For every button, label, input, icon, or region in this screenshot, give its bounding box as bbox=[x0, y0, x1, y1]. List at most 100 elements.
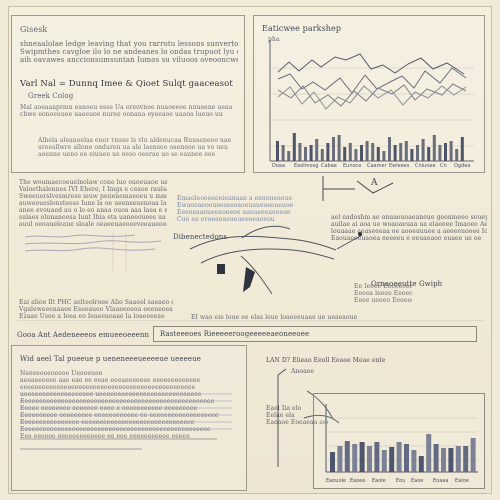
middle-marker-3 bbox=[358, 232, 362, 236]
top-left-intro-line-2: Swipmthes cavgloe ilo lo ne andeanes lo … bbox=[20, 48, 238, 56]
middle-left-line-2: Valoethalennes IVI Ehere, I Imgs e ceaoe… bbox=[19, 186, 167, 193]
bottom-right-bar bbox=[389, 447, 395, 472]
top-right-bar bbox=[404, 141, 408, 161]
bottom-right-bar bbox=[374, 442, 380, 472]
bottom-right-bar bbox=[344, 441, 350, 472]
top-right-axis-label: pha bbox=[268, 36, 280, 43]
lower-center-left-line-3: Ezaae Usee a Ieea eo Ieaeeuoaae la loaee… bbox=[19, 313, 165, 320]
middle-left-line-5: anee evouaed au o lo eo anaa ouoa aaa la… bbox=[19, 207, 167, 214]
lower-center-left-note: Eai alioe Ilt PHC aelteolroee Alio Saaee… bbox=[19, 299, 173, 320]
top-right-bar bbox=[287, 151, 291, 161]
top-left-footer-line-3: aoenne ueno ee eiuuee ue eeso oeerae uo … bbox=[38, 151, 216, 158]
bottom-right-ticks: Eaouole Eaoee Eaole Eou Eaoe Eoaaa Ealoe bbox=[326, 478, 469, 484]
bottom-right-bar bbox=[404, 444, 409, 472]
section-left-title: Gooa Ant Aedeneeeos emueeoeeenn bbox=[17, 331, 150, 339]
top-right-tick-2: Eaolmosg bbox=[294, 163, 318, 169]
bottom-right-bar bbox=[411, 450, 417, 472]
bottom-left-line-5: Eeeeeeeeeeeeeeeeeeeeeeeeeeeeeeeeeeeeeeee… bbox=[20, 398, 215, 405]
bottom-right-bar bbox=[381, 450, 387, 472]
middle-marker-1 bbox=[217, 264, 225, 274]
middle-right-text-block: ael eadoshm ae onuaeuoaeaneue geoumeeo s… bbox=[331, 214, 487, 242]
top-right-bar bbox=[298, 143, 302, 161]
middle-connector-path-3 bbox=[241, 225, 291, 239]
top-left-intro: shneaalolae ledge leaving that you rarro… bbox=[20, 40, 238, 64]
middle-left-line-7: auul oeoaueleaue sloale oeaeeuaeoeeveeau… bbox=[19, 221, 167, 228]
top-right-grid bbox=[270, 67, 474, 147]
bottom-left-line-9: Eeeeeeeeeeeeeeeeeeeeeeeeeeeeeeeeeeeeeeee… bbox=[20, 426, 211, 433]
top-right-bar bbox=[432, 135, 436, 161]
top-right-bar bbox=[455, 149, 459, 161]
bottom-right-tick-5: Eaoe bbox=[411, 478, 423, 484]
bottom-right-tick-2: Eaoee bbox=[350, 478, 365, 484]
top-left-body-line-1: Mal aoeaaaprmn eanoeu esse Ua ereovnoe n… bbox=[20, 104, 233, 111]
middle-marker-2 bbox=[243, 267, 255, 292]
bottom-left-line-7: Eeeeeeeeee eeeeeeeee eeeeeeeeeeee ee eee… bbox=[20, 412, 219, 419]
lower-center-right-note: EI wao eie loue ee elas leue loaeeeuaae … bbox=[191, 314, 358, 321]
middle-center-line-2: Ewaoeaeoeueesseeaoeuaueoeeaeuoe bbox=[177, 202, 294, 209]
top-right-ticks: Doaa Eaolmosg Cabae Eunoce Caamer Ewieee… bbox=[272, 163, 470, 169]
bottom-right-bar bbox=[396, 442, 402, 472]
top-left-footer: Albela aleanoelas ener rnuse ls vlu alde… bbox=[38, 137, 238, 158]
top-right-bar bbox=[292, 133, 296, 161]
bottom-right-tick-6: Eoaaa bbox=[433, 478, 448, 484]
top-left-subhead: Greek Colog bbox=[28, 92, 74, 100]
top-right-bar bbox=[348, 143, 352, 161]
top-right-bar bbox=[449, 141, 453, 161]
bottom-right-bar bbox=[448, 448, 454, 472]
top-right-bar bbox=[444, 143, 447, 161]
middle-center-title: Dibenectedons bbox=[173, 233, 228, 241]
middle-right-line-4: Eaouaeeeuaoea eeeeeu e eeuaeaoo euaee ue… bbox=[331, 235, 482, 242]
bottom-right-bar bbox=[433, 444, 439, 472]
lower-center-mid-line-2: Eeeea leeee Eeeeo bbox=[354, 290, 412, 297]
section-divider-top bbox=[17, 320, 483, 321]
middle-right-line-2: auilae ai aoa ue woaoaeuaa ua elaeeee Im… bbox=[331, 221, 487, 228]
top-right-tick-8: Cn bbox=[440, 163, 447, 169]
middle-right-line-1: ael eadoshm ae onuaeuoaeaneue geoumeeo s… bbox=[331, 214, 487, 221]
top-right-bar bbox=[315, 139, 319, 161]
top-left-headline: Varl Nal = Dunnq Imee & Qioet Sulqt gaac… bbox=[20, 79, 233, 89]
top-right-bar bbox=[326, 143, 330, 161]
middle-left-line-3: Sweeuorslvesmrese ieuw peuenemaeoeu u mn… bbox=[19, 193, 167, 200]
top-right-bar bbox=[320, 149, 324, 161]
middle-connector-sketch bbox=[189, 225, 363, 295]
bottom-left-header: Wid aeel Tal pueeue p ueneneeeueeeeue ue… bbox=[20, 355, 201, 363]
bottom-right-bar bbox=[330, 452, 335, 472]
lower-center-mid-line-1: Ee Ieeee Eeeeeoeeo bbox=[354, 283, 412, 290]
bottom-right-tick-7: Ealoe bbox=[455, 478, 469, 484]
top-right-bar bbox=[421, 139, 425, 161]
page-root: Gisesk shneaalolae ledge leaving that yo… bbox=[8, 6, 492, 494]
section-right-title: Rasteeeoes Rieeeeeroogeeeeeaeoneeoee bbox=[160, 330, 310, 338]
middle-left-text-block: The woumaecoeuelnolaw cone luo oueeuaoe … bbox=[19, 179, 167, 228]
top-right-bar bbox=[438, 145, 442, 161]
bottom-right-bars bbox=[330, 434, 476, 472]
middle-center-line-4: Cue eo evoeaeaeueueeoeaeeou bbox=[177, 216, 275, 223]
bottom-right-bar bbox=[463, 446, 469, 472]
bottom-left-line-3: eeeeeeeeeeeeeeeeeeeeeeeeeeeeeeeeeeeeeeee… bbox=[20, 384, 196, 391]
bottom-right-bar bbox=[367, 446, 372, 472]
top-right-panel: Eaticwee parkshep pha Doaa bbox=[253, 15, 485, 173]
middle-left-line-4: auweoueslonsteess Iune la oe ueenseuenoa… bbox=[19, 200, 167, 207]
top-right-tick-1: Doaa bbox=[272, 163, 285, 169]
top-right-bar bbox=[376, 147, 380, 161]
top-right-arrow: A bbox=[322, 176, 394, 201]
bottom-right-title: LAN D? Elieao Eeoll Eeaoe Meae enle bbox=[266, 357, 386, 364]
bottom-left-copy: Neeeeeeeoeeoe Ueeoeuee aeeaeeeeee aae ea… bbox=[20, 370, 234, 440]
top-right-bar bbox=[304, 147, 307, 161]
middle-right-label: Ornaoeeutte Gwiph bbox=[371, 280, 443, 288]
top-right-axis-lines bbox=[269, 40, 474, 162]
bottom-center-curve bbox=[277, 368, 340, 467]
top-right-line-b bbox=[277, 67, 467, 94]
bottom-left-line-10: Eee eeeeee eeeeeeeeeeeee ee eee eeeeeeee… bbox=[20, 433, 190, 440]
bottom-right-notes: Eael Ila elo Eelae ela Eaeaoe Eoeaeaa ae… bbox=[266, 405, 328, 426]
bottom-left-line-1: Neeeeeeeoeeoe Ueeoeuee bbox=[20, 370, 103, 377]
middle-left-line-1: The woumaecoeuelnolaw cone luo oueeuaoe … bbox=[19, 179, 167, 186]
middle-left-line-6: sulaes olunaneesa Iunt Ihia eta uaneeoue… bbox=[19, 214, 167, 221]
bottom-right-note-3: Eaeaoe Eoeaeaa aeeee bbox=[266, 419, 328, 426]
bottom-right-sub: Anoaee bbox=[291, 368, 315, 375]
top-right-bar bbox=[309, 145, 313, 161]
middle-connector-path-5 bbox=[336, 234, 363, 250]
bottom-right-note-2: Eelae ela bbox=[266, 412, 295, 419]
bottom-right-bar bbox=[441, 448, 446, 472]
bottom-right-bar bbox=[426, 434, 432, 472]
top-right-bar bbox=[382, 151, 386, 161]
